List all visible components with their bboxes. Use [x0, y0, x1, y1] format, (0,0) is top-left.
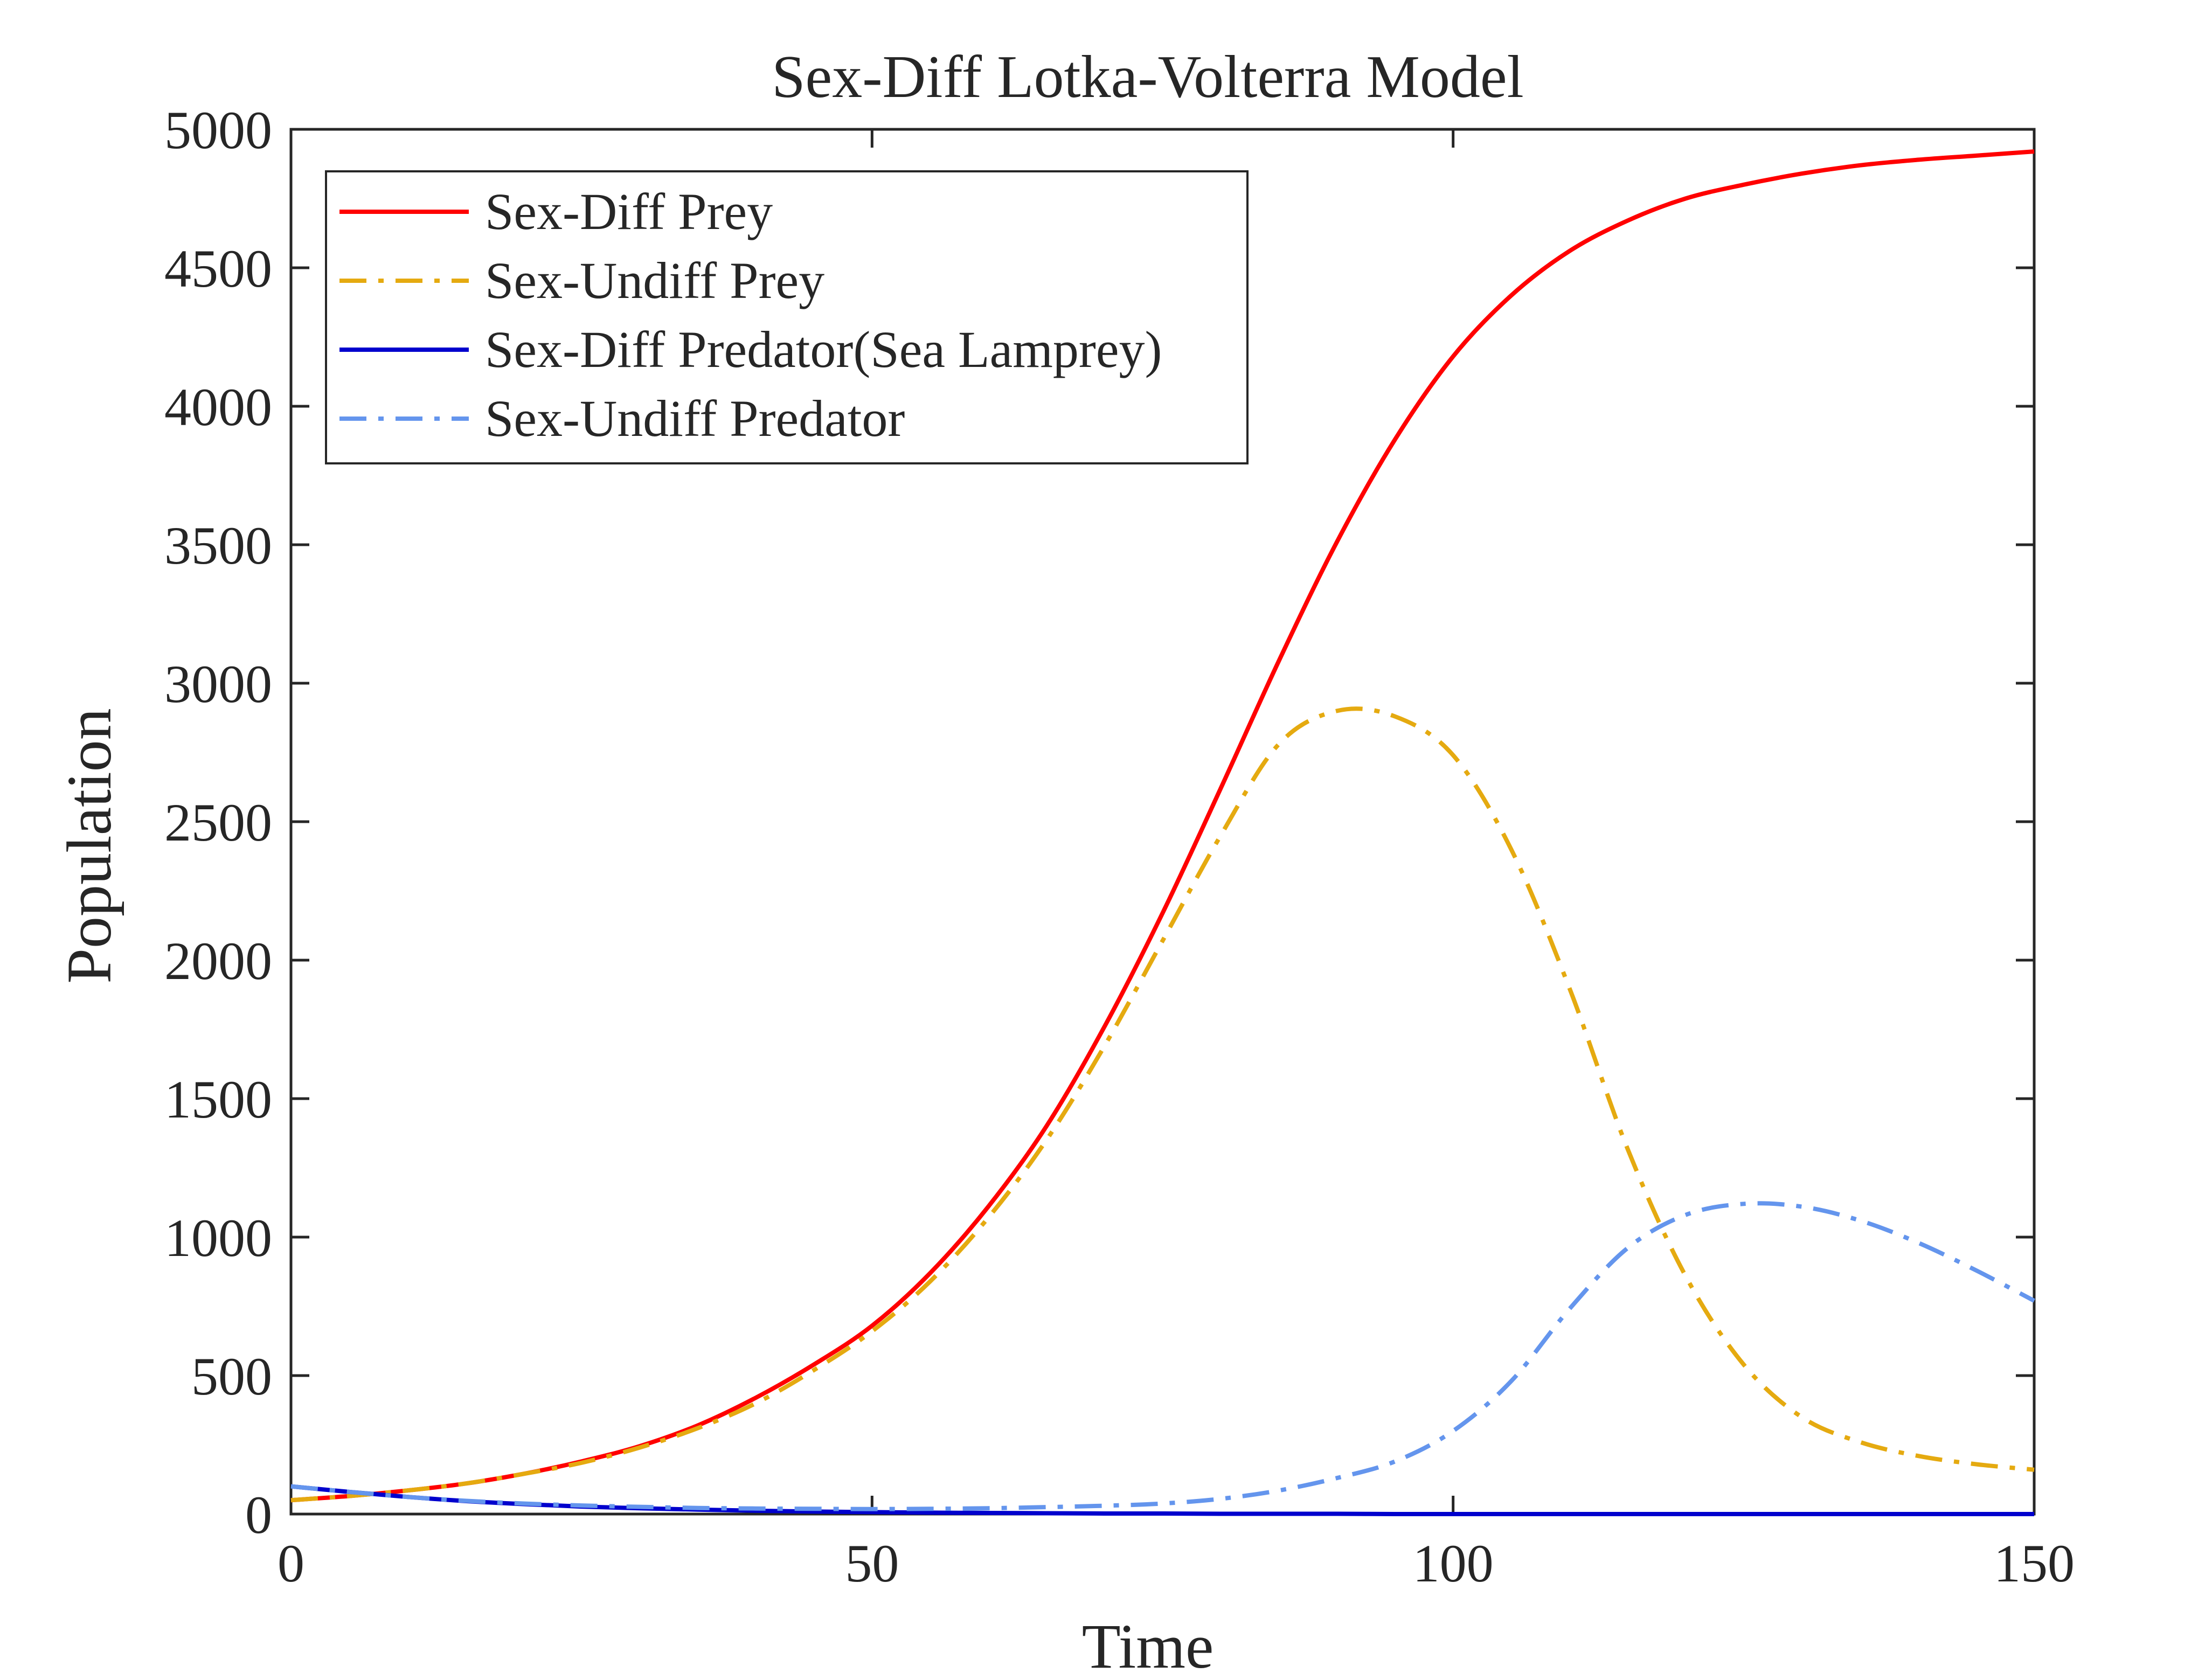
y-tick-label: 0 [245, 1485, 272, 1545]
y-tick-label: 500 [191, 1346, 272, 1406]
legend-label: Sex-Diff Prey [485, 183, 773, 240]
y-tick-label: 1500 [164, 1070, 272, 1129]
series-layer [290, 149, 2035, 1517]
legend-label: Sex-Undiff Predator [485, 390, 905, 447]
series-line-2 [290, 706, 2035, 1503]
y-tick-label: 2500 [164, 793, 272, 852]
y-tick-label: 2000 [164, 931, 272, 991]
chart-title: Sex-Diff Lotka-Volterra Model [772, 44, 1524, 110]
legend-label: Sex-Undiff Prey [485, 252, 824, 309]
y-tick-label: 3000 [164, 654, 272, 714]
x-tick-label: 50 [845, 1533, 899, 1593]
y-tick-label: 5000 [164, 100, 272, 160]
series-line-1 [290, 149, 2035, 1503]
series-line-4 [290, 1201, 2035, 1511]
axis-ticks: 0 50 100 1500500100015002000250030003500400… [164, 100, 2075, 1593]
y-tick-label: 4000 [164, 377, 272, 437]
y-axis-label: Population [54, 708, 124, 983]
legend: Sex-Diff Prey Sex-Undiff Prey Sex-Diff Pre… [325, 170, 1249, 464]
legend-box [325, 170, 1249, 464]
x-axis-label: Time [1082, 1611, 1214, 1673]
x-tick-label: 0 [278, 1533, 304, 1593]
y-tick-label: 1000 [164, 1208, 272, 1268]
x-tick-label: 150 [1994, 1533, 2075, 1593]
x-tick-label: 100 [1413, 1533, 1494, 1593]
y-tick-label: 4500 [164, 239, 272, 298]
legend-label: Sex-Diff Predator(Sea Lamprey) [485, 321, 1162, 378]
y-tick-label: 3500 [164, 516, 272, 575]
